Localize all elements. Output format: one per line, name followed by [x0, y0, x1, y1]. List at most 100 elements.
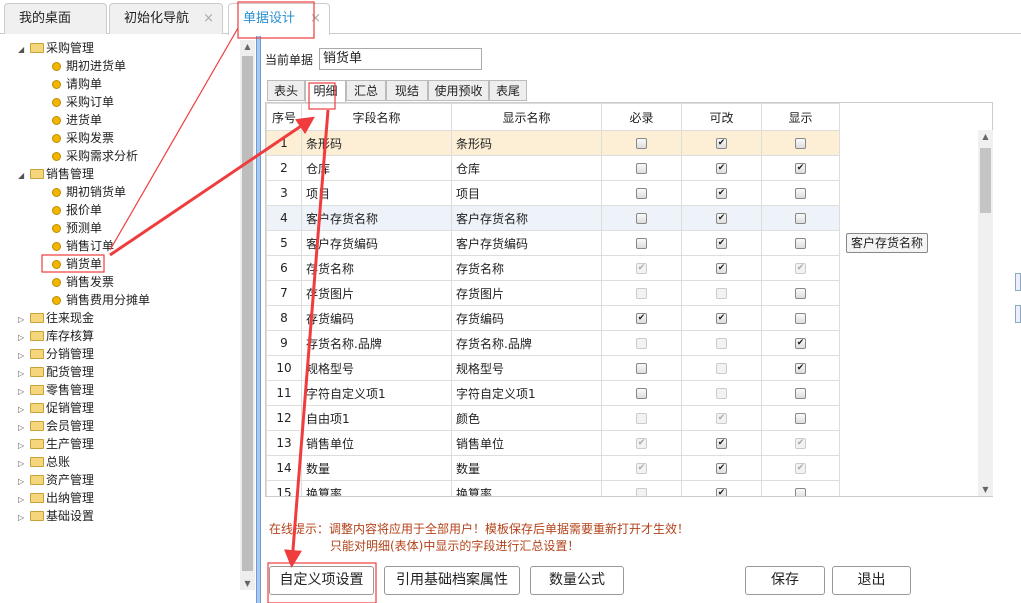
display-name-cell[interactable]: 颜色	[451, 405, 602, 431]
tab-doc-design[interactable]: 单据设计 ×	[228, 3, 330, 35]
table-row[interactable]: 10 规格型号 规格型号 ✔	[266, 355, 840, 381]
required-checkbox[interactable]	[636, 163, 647, 174]
grid-scrollbar[interactable]: ▲ ▼	[978, 130, 993, 496]
table-row[interactable]: 9 存货名称.品牌 存货名称.品牌 ✔	[266, 330, 840, 356]
visible-checkbox[interactable]	[795, 288, 806, 299]
table-row[interactable]: 4 客户存货名称 客户存货名称 ✔	[266, 205, 840, 231]
tree-group[interactable]: ▷ 零售管理	[18, 381, 94, 399]
table-row[interactable]: 14 数量 数量 ✔ ✔ ✔	[266, 455, 840, 481]
display-name-cell[interactable]: 数量	[451, 455, 602, 481]
display-name-cell[interactable]: 客户存货编码	[451, 230, 602, 256]
scroll-up-icon[interactable]: ▲	[244, 42, 251, 51]
subtab-0[interactable]: 表头	[267, 80, 305, 101]
visible-checkbox[interactable]	[795, 413, 806, 424]
subtab-2[interactable]: 汇总	[346, 80, 386, 101]
splitter[interactable]	[256, 36, 261, 603]
visible-checkbox[interactable]: ✔	[795, 363, 806, 374]
table-row[interactable]: 15 换算率 换算率 ✔	[266, 480, 840, 496]
required-checkbox[interactable]	[636, 388, 647, 399]
display-name-cell[interactable]: 项目	[451, 180, 602, 206]
tree-group[interactable]: ◢ 采购管理	[18, 39, 94, 57]
required-checkbox[interactable]	[636, 138, 647, 149]
tree-group[interactable]: ▷ 总账	[18, 453, 70, 471]
save-button[interactable]: 保存	[745, 566, 825, 595]
tree-group[interactable]: ▷ 资产管理	[18, 471, 94, 489]
display-name-cell[interactable]: 存货名称.品牌	[451, 330, 602, 356]
editable-checkbox[interactable]: ✔	[716, 263, 727, 274]
table-row[interactable]: 12 自由项1 颜色 ✔	[266, 405, 840, 431]
tree-scrollbar[interactable]: ▲ ▼	[240, 40, 255, 590]
tree-item[interactable]: 采购订单	[52, 93, 114, 111]
collapsed-triangle-icon[interactable]: ▷	[18, 495, 25, 504]
collapsed-triangle-icon[interactable]: ▷	[18, 405, 25, 414]
scroll-up-icon[interactable]: ▲	[982, 132, 989, 141]
tree-group[interactable]: ▷ 会员管理	[18, 417, 94, 435]
table-row[interactable]: 2 仓库 仓库 ✔ ✔	[266, 155, 840, 181]
visible-checkbox[interactable]: ✔	[795, 163, 806, 174]
expanded-triangle-icon[interactable]: ◢	[18, 171, 25, 180]
tree-item[interactable]: 期初销货单	[52, 183, 126, 201]
tree-item[interactable]: 销售费用分摊单	[52, 291, 150, 309]
collapsed-triangle-icon[interactable]: ▷	[18, 441, 25, 450]
table-row[interactable]: 3 项目 项目 ✔	[266, 180, 840, 206]
visible-checkbox[interactable]	[795, 138, 806, 149]
subtab-4[interactable]: 使用预收	[428, 80, 489, 101]
display-name-cell[interactable]: 条形码	[451, 130, 602, 156]
tree-group[interactable]: ▷ 生产管理	[18, 435, 94, 453]
display-name-cell[interactable]: 规格型号	[451, 355, 602, 381]
visible-checkbox[interactable]	[795, 238, 806, 249]
tree-group[interactable]: ▷ 出纳管理	[18, 489, 94, 507]
collapsed-triangle-icon[interactable]: ▷	[18, 351, 25, 360]
tree-item[interactable]: 预测单	[52, 219, 102, 237]
visible-checkbox[interactable]	[795, 388, 806, 399]
side-handle[interactable]	[1015, 273, 1021, 291]
display-name-cell[interactable]: 换算率	[451, 480, 602, 496]
close-icon[interactable]: ×	[203, 11, 214, 26]
visible-checkbox[interactable]: ✔	[795, 338, 806, 349]
table-row[interactable]: 1 条形码 条形码 ✔	[266, 130, 840, 156]
table-row[interactable]: 11 字符自定义项1 字符自定义项1	[266, 380, 840, 406]
collapsed-triangle-icon[interactable]: ▷	[18, 423, 25, 432]
reference-archive-attributes-button[interactable]: 引用基础档案属性	[384, 566, 520, 595]
required-checkbox[interactable]	[636, 213, 647, 224]
table-row[interactable]: 5 客户存货编码 客户存货编码 ✔	[266, 230, 840, 256]
tree-item[interactable]: 采购发票	[52, 129, 114, 147]
column-header[interactable]: 必录	[601, 103, 682, 131]
editable-checkbox[interactable]: ✔	[716, 313, 727, 324]
table-row[interactable]: 13 销售单位 销售单位 ✔ ✔ ✔	[266, 430, 840, 456]
tree-item[interactable]: 进货单	[52, 111, 102, 129]
tab-init-nav[interactable]: 初始化导航 ×	[109, 3, 223, 34]
custom-item-settings-button[interactable]: 自定义项设置	[269, 566, 374, 595]
collapsed-triangle-icon[interactable]: ▷	[18, 333, 25, 342]
table-row[interactable]: 7 存货图片 存货图片	[266, 280, 840, 306]
tree-item[interactable]: 报价单	[52, 201, 102, 219]
display-name-cell[interactable]: 仓库	[451, 155, 602, 181]
display-name-cell[interactable]: 字符自定义项1	[451, 380, 602, 406]
editable-checkbox[interactable]: ✔	[716, 463, 727, 474]
tree-item[interactable]: 销货单	[52, 255, 102, 273]
subtab-3[interactable]: 现结	[386, 80, 428, 101]
subtab-1[interactable]: 明细	[305, 80, 346, 102]
required-checkbox[interactable]	[636, 238, 647, 249]
collapsed-triangle-icon[interactable]: ▷	[18, 315, 25, 324]
collapsed-triangle-icon[interactable]: ▷	[18, 477, 25, 486]
visible-checkbox[interactable]	[795, 488, 806, 496]
column-header[interactable]: 显示	[761, 103, 840, 131]
current-doc-field[interactable]: 销货单	[319, 48, 482, 70]
display-name-cell[interactable]: 客户存货名称	[451, 205, 602, 231]
display-name-cell[interactable]: 存货名称	[451, 255, 602, 281]
column-header[interactable]: 字段名称	[301, 103, 452, 131]
visible-checkbox[interactable]	[795, 188, 806, 199]
scroll-down-icon[interactable]: ▼	[244, 579, 251, 588]
expanded-triangle-icon[interactable]: ◢	[18, 45, 25, 54]
tree-group[interactable]: ▷ 往来现金	[18, 309, 94, 327]
tree-group[interactable]: ▷ 基础设置	[18, 507, 94, 525]
column-header[interactable]: 可改	[681, 103, 762, 131]
table-row[interactable]: 6 存货名称 存货名称 ✔ ✔ ✔	[266, 255, 840, 281]
tree-item[interactable]: 请购单	[52, 75, 102, 93]
tree-group[interactable]: ▷ 分销管理	[18, 345, 94, 363]
tree-group[interactable]: ◢ 销售管理	[18, 165, 94, 183]
scroll-down-icon[interactable]: ▼	[982, 485, 989, 494]
table-row[interactable]: 8 存货编码 存货编码 ✔ ✔	[266, 305, 840, 331]
editable-checkbox[interactable]: ✔	[716, 213, 727, 224]
